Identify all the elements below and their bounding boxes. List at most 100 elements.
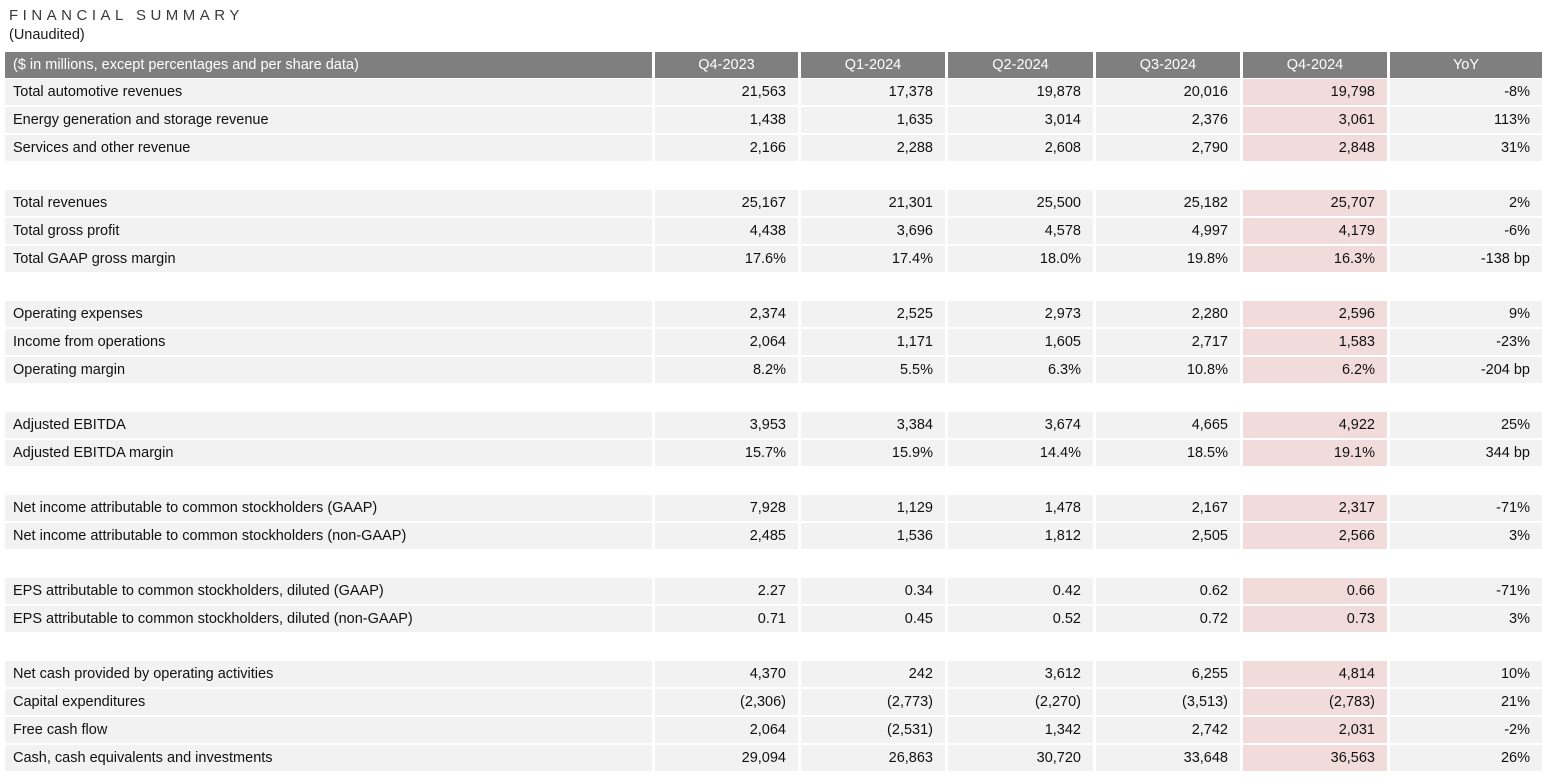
cell-q4-2023: 2,064 [655, 717, 801, 745]
cell-q3-2024: 10.8% [1096, 357, 1243, 385]
cell-yoy: -23% [1390, 329, 1542, 357]
table-row: Adjusted EBITDA margin 15.7% 15.9% 14.4% 18.… [5, 440, 1542, 468]
table-header-label: ($ in millions, except percentages and p… [5, 52, 655, 79]
cell-q4-2023: 21,563 [655, 79, 801, 107]
cell-q3-2024: 4,997 [1096, 218, 1243, 246]
row-label: Net income attributable to common stockh… [5, 495, 655, 523]
cell-yoy: -138 bp [1390, 246, 1542, 274]
row-label: Total gross profit [5, 218, 655, 246]
cell-q1-2024: 2,288 [801, 135, 948, 163]
cell-q1-2024: 1,536 [801, 523, 948, 551]
cell-q4-2024: 19,798 [1243, 79, 1390, 107]
cell-yoy: 25% [1390, 412, 1542, 440]
cell-q3-2024: 2,742 [1096, 717, 1243, 745]
cell-q2-2024: 25,500 [948, 190, 1096, 218]
table-row: Net income attributable to common stockh… [5, 523, 1542, 551]
cell-q4-2023: 3,953 [655, 412, 801, 440]
cell-yoy: 31% [1390, 135, 1542, 163]
cell-q3-2024: 2,167 [1096, 495, 1243, 523]
row-label: Total GAAP gross margin [5, 246, 655, 274]
cell-q4-2023: 25,167 [655, 190, 801, 218]
cell-q4-2023: 2,166 [655, 135, 801, 163]
row-label: Total automotive revenues [5, 79, 655, 107]
cell-q4-2024: 1,583 [1243, 329, 1390, 357]
cell-yoy: -2% [1390, 717, 1542, 745]
cell-q1-2024: 5.5% [801, 357, 948, 385]
cell-q1-2024: 26,863 [801, 745, 948, 773]
cell-q4-2024: 4,179 [1243, 218, 1390, 246]
row-label: Income from operations [5, 329, 655, 357]
cell-q3-2024: 2,376 [1096, 107, 1243, 135]
cell-q4-2023: 2,064 [655, 329, 801, 357]
table-row: Capital expenditures (2,306) (2,773) (2,270… [5, 689, 1542, 717]
table-row: Total gross profit 4,438 3,696 4,578 4,997 4,… [5, 218, 1542, 246]
table-row: Total revenues 25,167 21,301 25,500 25,182 25… [5, 190, 1542, 218]
spacer-cell [5, 385, 1542, 412]
cell-q2-2024: 1,478 [948, 495, 1096, 523]
cell-q1-2024: 0.45 [801, 606, 948, 634]
spacer-cell [5, 163, 1542, 190]
cell-yoy: 3% [1390, 606, 1542, 634]
cell-q3-2024: (3,513) [1096, 689, 1243, 717]
cell-q4-2023: 4,438 [655, 218, 801, 246]
cell-q4-2023: 2,485 [655, 523, 801, 551]
cell-q3-2024: 2,505 [1096, 523, 1243, 551]
cell-q1-2024: 1,635 [801, 107, 948, 135]
cell-q4-2024: 2,317 [1243, 495, 1390, 523]
cell-q4-2024: 25,707 [1243, 190, 1390, 218]
cell-q4-2024: 3,061 [1243, 107, 1390, 135]
cell-q4-2023: 0.71 [655, 606, 801, 634]
column-header-q1-2024: Q1-2024 [801, 52, 948, 79]
row-label: Adjusted EBITDA margin [5, 440, 655, 468]
row-label: Net cash provided by operating activitie… [5, 661, 655, 689]
cell-q4-2024: 4,814 [1243, 661, 1390, 689]
table-row: Adjusted EBITDA 3,953 3,384 3,674 4,665 4,922… [5, 412, 1542, 440]
cell-q4-2024: 36,563 [1243, 745, 1390, 773]
cell-q4-2024: 19.1% [1243, 440, 1390, 468]
table-row: Free cash flow 2,064 (2,531) 1,342 2,742 2,03… [5, 717, 1542, 745]
cell-yoy: -8% [1390, 79, 1542, 107]
cell-q1-2024: 17,378 [801, 79, 948, 107]
cell-q4-2023: 2.27 [655, 578, 801, 606]
cell-q2-2024: 19,878 [948, 79, 1096, 107]
table-row: EPS attributable to common stockholders,… [5, 578, 1542, 606]
cell-q3-2024: 19.8% [1096, 246, 1243, 274]
table-row: Operating expenses 2,374 2,525 2,973 2,280 2,… [5, 301, 1542, 329]
cell-q2-2024: 1,605 [948, 329, 1096, 357]
cell-q3-2024: 6,255 [1096, 661, 1243, 689]
cell-q3-2024: 2,717 [1096, 329, 1243, 357]
cell-q2-2024: 30,720 [948, 745, 1096, 773]
cell-q1-2024: 1,171 [801, 329, 948, 357]
cell-q4-2023: 2,374 [655, 301, 801, 329]
cell-q4-2024: 6.2% [1243, 357, 1390, 385]
column-header-q2-2024: Q2-2024 [948, 52, 1096, 79]
spacer-cell [5, 551, 1542, 578]
row-label: Operating margin [5, 357, 655, 385]
column-header-q4-2024: Q4-2024 [1243, 52, 1390, 79]
cell-q3-2024: 2,790 [1096, 135, 1243, 163]
row-label: Total revenues [5, 190, 655, 218]
table-row: Total automotive revenues 21,563 17,378 19,… [5, 79, 1542, 107]
cell-q2-2024: 1,812 [948, 523, 1096, 551]
cell-q2-2024: 0.52 [948, 606, 1096, 634]
cell-yoy: 9% [1390, 301, 1542, 329]
table-row: Cash, cash equivalents and investments 29… [5, 745, 1542, 773]
spacer-row [5, 274, 1542, 301]
cell-yoy: -71% [1390, 495, 1542, 523]
cell-q3-2024: 25,182 [1096, 190, 1243, 218]
cell-yoy: 2% [1390, 190, 1542, 218]
cell-q1-2024: 2,525 [801, 301, 948, 329]
cell-q3-2024: 20,016 [1096, 79, 1243, 107]
cell-yoy: 3% [1390, 523, 1542, 551]
cell-q4-2023: 4,370 [655, 661, 801, 689]
cell-yoy: 10% [1390, 661, 1542, 689]
cell-q1-2024: (2,531) [801, 717, 948, 745]
table-row: Energy generation and storage revenue 1,4… [5, 107, 1542, 135]
cell-q1-2024: 17.4% [801, 246, 948, 274]
financial-summary-table: ($ in millions, except percentages and p… [5, 52, 1542, 773]
row-label: Operating expenses [5, 301, 655, 329]
column-header-yoy: YoY [1390, 52, 1542, 79]
column-header-q3-2024: Q3-2024 [1096, 52, 1243, 79]
cell-q2-2024: 2,973 [948, 301, 1096, 329]
spacer-row [5, 551, 1542, 578]
